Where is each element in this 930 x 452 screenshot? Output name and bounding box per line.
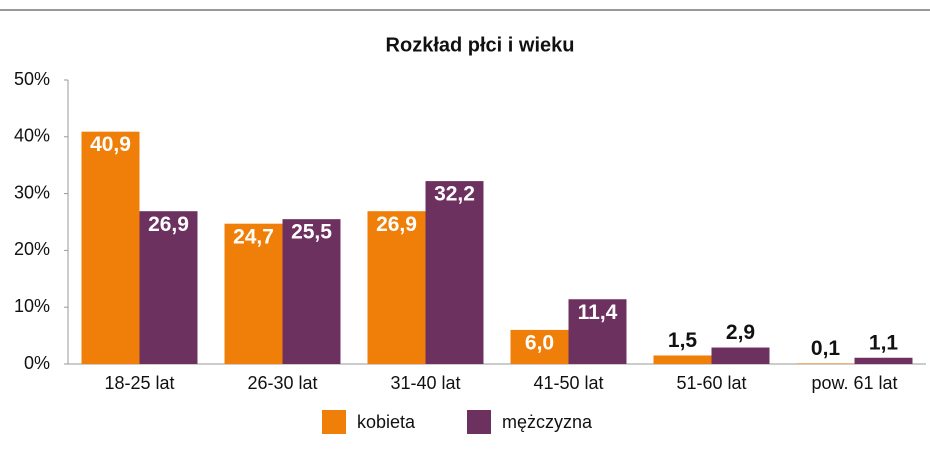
value-label: 32,2 xyxy=(434,183,475,206)
y-tick-label: 10% xyxy=(14,296,50,316)
bar xyxy=(711,347,770,364)
value-label: 40,9 xyxy=(90,133,131,156)
x-tick-label: 31-40 lat xyxy=(390,373,460,393)
x-tick-label: 18-25 lat xyxy=(104,373,174,393)
x-tick-label: 41-50 lat xyxy=(533,373,603,393)
bar xyxy=(367,211,426,364)
bar xyxy=(796,363,855,364)
bar xyxy=(510,329,569,364)
bar xyxy=(854,357,913,364)
x-tick-label: 51-60 lat xyxy=(676,373,746,393)
bar xyxy=(425,181,484,364)
value-label: 0,1 xyxy=(811,337,841,360)
legend-label: kobieta xyxy=(357,412,416,432)
bar xyxy=(568,299,627,364)
value-label: 11,4 xyxy=(578,301,618,324)
y-tick-label: 50% xyxy=(14,69,50,89)
value-label: 26,9 xyxy=(376,213,417,236)
x-tick-label: pow. 61 lat xyxy=(811,373,897,393)
value-label: 1,1 xyxy=(869,331,899,354)
y-tick-label: 30% xyxy=(14,182,50,202)
value-label: 6,0 xyxy=(525,331,554,354)
value-label: 24,7 xyxy=(233,225,274,248)
bar xyxy=(282,219,341,364)
x-tick-label: 26-30 lat xyxy=(247,373,317,393)
value-label: 26,9 xyxy=(148,213,189,236)
legend-swatch xyxy=(467,410,491,434)
bar xyxy=(653,355,712,364)
chart-title: Rozkład płci i wieku xyxy=(386,34,575,56)
legend-label: mężczyzna xyxy=(502,412,593,432)
legend-swatch xyxy=(322,410,346,434)
value-label: 2,9 xyxy=(726,321,755,344)
y-tick-label: 40% xyxy=(14,126,50,146)
bar xyxy=(81,131,140,364)
bar xyxy=(139,211,198,364)
bar xyxy=(224,223,283,364)
y-tick-label: 0% xyxy=(24,353,50,373)
y-tick-label: 20% xyxy=(14,239,50,259)
value-label: 25,5 xyxy=(291,221,332,244)
value-label: 1,5 xyxy=(668,329,698,352)
